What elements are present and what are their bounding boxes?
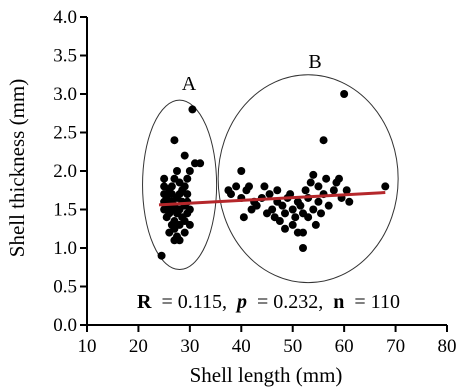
- data-point: [160, 174, 169, 183]
- stats-p-label: p: [235, 291, 247, 313]
- data-point: [237, 167, 246, 175]
- data-point: [301, 186, 310, 195]
- chart-text: Shell thickness (mm) Shell length (mm) A…: [5, 51, 400, 387]
- data-point: [340, 90, 349, 98]
- data-point: [329, 186, 338, 195]
- data-point: [239, 213, 248, 222]
- data-point: [299, 244, 307, 252]
- data-point: [196, 159, 205, 168]
- data-points: [157, 90, 390, 260]
- data-point: [185, 220, 194, 229]
- x-tick-label: 10: [78, 336, 97, 357]
- x-tick-label: 80: [438, 336, 457, 357]
- group-ellipse-a: [142, 99, 218, 271]
- data-point: [275, 217, 284, 226]
- trendline: [158, 191, 386, 207]
- data-point: [342, 186, 351, 195]
- data-point: [185, 205, 194, 214]
- data-point: [281, 224, 289, 233]
- data-point: [167, 182, 176, 191]
- x-tick-label: 30: [180, 336, 199, 357]
- data-point: [281, 209, 289, 218]
- data-point: [345, 197, 354, 206]
- stats-annotation: R = 0.115, p = 0.232, n = 110: [137, 291, 400, 313]
- data-point: [260, 182, 269, 191]
- data-point: [322, 174, 331, 183]
- data-point: [180, 182, 189, 191]
- data-point: [319, 136, 328, 145]
- data-point: [173, 167, 181, 175]
- data-point: [252, 201, 261, 210]
- data-point: [245, 182, 253, 191]
- y-tick-label: 1.0: [53, 238, 77, 259]
- x-tick-label: 40: [232, 336, 251, 357]
- data-point: [188, 105, 197, 114]
- stats-n-label: n: [333, 291, 344, 313]
- x-tick-label: 20: [129, 336, 148, 357]
- y-axis-label: Shell thickness (mm): [5, 79, 29, 257]
- y-tick-label: 0.0: [53, 315, 77, 336]
- stats-r-value: = 0.115,: [161, 291, 227, 313]
- x-tick-label: 70: [386, 336, 405, 357]
- data-point: [185, 167, 194, 175]
- group-label-b: B: [308, 51, 321, 73]
- data-point: [278, 201, 287, 210]
- group-ellipse-b: [217, 74, 399, 284]
- data-point: [227, 190, 235, 199]
- stats-r-label: R: [137, 291, 152, 313]
- stats-n-value: = 110: [354, 291, 400, 313]
- y-tick-label: 3.0: [53, 84, 77, 105]
- data-point: [304, 213, 313, 222]
- data-point: [265, 190, 274, 199]
- data-point: [314, 182, 323, 191]
- group-ellipses: [142, 74, 399, 284]
- y-tick-label: 1.5: [53, 200, 77, 221]
- y-tick-label: 0.5: [53, 277, 77, 298]
- group-label-a: A: [182, 73, 197, 95]
- trendline-layer: [158, 191, 386, 207]
- data-point: [299, 228, 307, 237]
- y-tick-label: 3.5: [53, 46, 77, 67]
- data-point: [180, 151, 189, 160]
- stats-p-value: = 0.232,: [257, 291, 323, 313]
- data-point: [286, 190, 295, 199]
- x-tick-label: 50: [283, 336, 302, 357]
- data-point: [170, 136, 179, 145]
- x-tick-label: 60: [335, 336, 354, 357]
- data-point: [291, 213, 300, 222]
- data-point: [183, 190, 192, 199]
- y-tick-label: 2.5: [53, 123, 77, 144]
- data-point: [309, 205, 318, 214]
- data-point: [288, 205, 297, 214]
- data-point: [381, 182, 390, 191]
- data-point: [317, 209, 325, 218]
- data-point: [311, 220, 320, 229]
- x-axis-label: Shell length (mm): [190, 363, 343, 387]
- data-point: [335, 174, 343, 183]
- data-point: [232, 182, 241, 191]
- data-point: [324, 201, 333, 210]
- data-point: [157, 251, 166, 260]
- data-point: [180, 228, 189, 237]
- y-tick-label: 2.0: [53, 161, 77, 182]
- data-point: [306, 178, 315, 187]
- data-point: [309, 170, 318, 179]
- data-point: [183, 174, 192, 183]
- data-point: [314, 197, 323, 206]
- data-point: [175, 236, 184, 245]
- data-point: [273, 186, 282, 195]
- axes: 0.0 0.5 1.0 1.5 2.0 2.5 3.0 3.5 4.0 10 20 30 40 50 60 7…: [53, 7, 456, 357]
- data-point: [268, 205, 277, 214]
- data-point: [296, 201, 305, 210]
- y-tick-label: 4.0: [53, 7, 77, 28]
- data-point: [288, 220, 297, 229]
